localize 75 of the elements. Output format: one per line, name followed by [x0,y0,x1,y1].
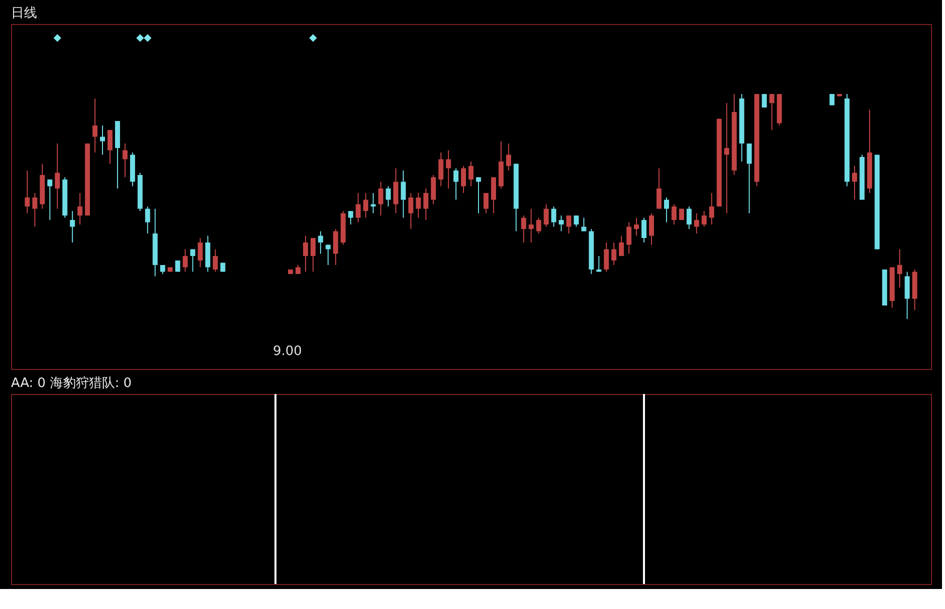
candlestick [611,242,616,266]
candlestick [648,212,654,246]
text: 9.00 [273,344,302,359]
candlestick [491,176,496,214]
candlestick [32,192,38,228]
candlestick [438,152,444,187]
candlestick [604,242,609,272]
candlestick [100,125,105,156]
candlestick [702,210,707,228]
candlestick [175,260,180,272]
candlestick [686,206,692,230]
candlestick [92,98,98,153]
candlestick [904,271,910,320]
candlestick [318,230,324,254]
candlestick [694,212,700,234]
candlestick [528,208,534,243]
candlestick [430,174,436,205]
candlestick [672,204,677,225]
candlestick [536,217,542,234]
candlestick [897,248,902,288]
candlestick [581,217,586,232]
candlestick [446,150,451,189]
candlestick [596,256,602,272]
candlestick [762,94,767,108]
candlestick [145,206,150,234]
candlestick [326,244,331,266]
candlestick [468,161,474,187]
candlestick [724,102,730,214]
candlestick [416,192,421,218]
candlestick [70,210,75,243]
candlestick [566,215,572,234]
candlestick [558,215,564,232]
candlestick [769,94,774,130]
candlestick [746,143,752,214]
candlestick [634,217,639,236]
candlestick [47,179,52,220]
candlestick [544,204,549,228]
candlestick [709,192,714,225]
candlestick [348,210,354,225]
chart-title: 日线 [11,6,37,21]
candlestick [626,222,632,254]
candlestick [400,170,406,218]
candlestick [551,206,556,228]
candlestick [212,248,218,272]
candlestick [618,235,624,256]
candlestick [122,143,128,178]
candlestick [453,168,458,200]
candlestick [77,192,82,225]
candlestick [198,238,203,268]
candlestick [356,192,361,223]
candlestick [476,176,482,214]
candlestick [506,143,512,171]
chart-title: AA: 0 海豹狩猎队: 0 [11,376,132,391]
candlestick [54,143,60,210]
candlestick [408,192,414,230]
candlestick [574,215,579,228]
candlestick [108,130,113,164]
candlestick [484,192,489,214]
candlestick [378,181,384,216]
candlestick [310,238,316,272]
candlestick [460,166,466,194]
candlestick [656,168,662,210]
candlestick [521,215,526,243]
candlestick [363,192,368,218]
candlestick [190,248,196,272]
candlestick [423,188,428,220]
candlestick [303,235,308,272]
candlestick [641,217,646,243]
candlestick [24,170,30,214]
candlestick [386,186,391,207]
candlestick [393,168,398,214]
candlestick [333,228,338,266]
candlestick [182,248,188,272]
candlestick [664,197,670,223]
candlestick [852,166,858,200]
